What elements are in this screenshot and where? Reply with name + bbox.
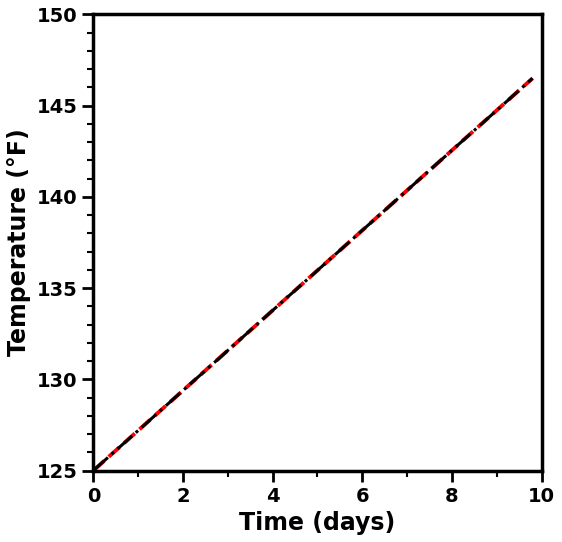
- X-axis label: Time (days): Time (days): [239, 511, 396, 535]
- Y-axis label: Temperature (°F): Temperature (°F): [7, 128, 31, 356]
